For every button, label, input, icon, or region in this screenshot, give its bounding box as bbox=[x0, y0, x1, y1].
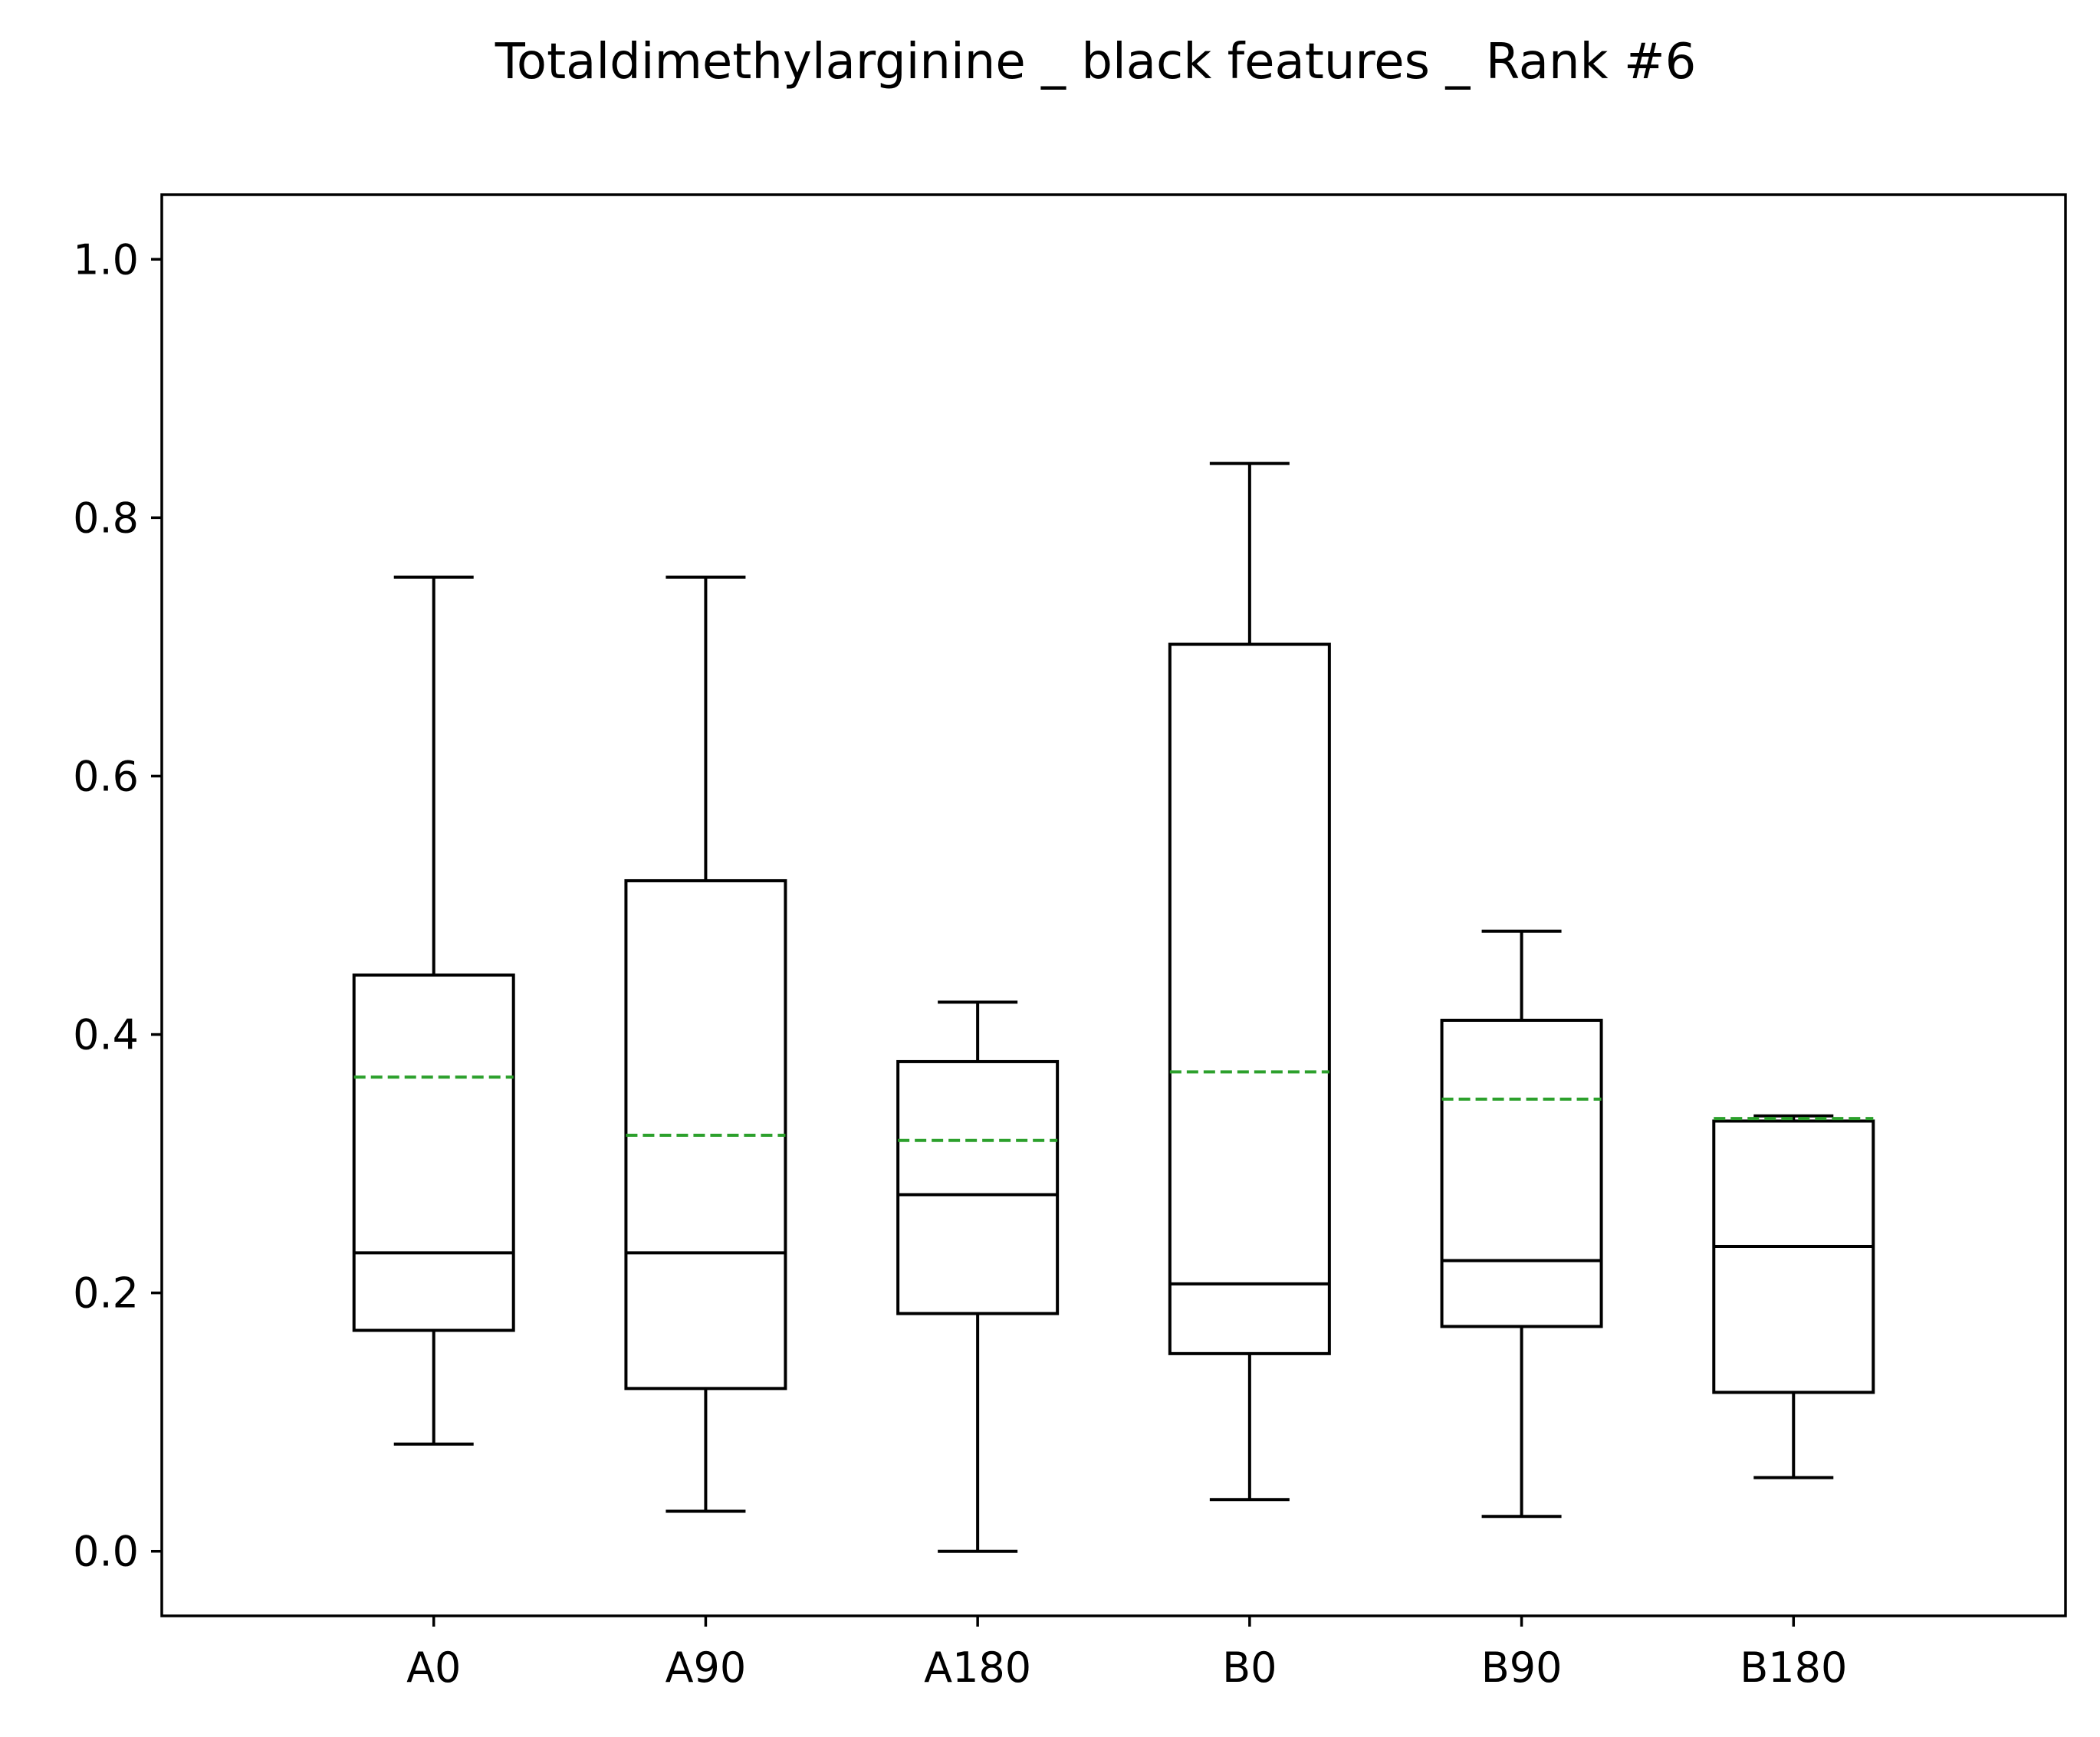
y-tick-label: 0.0 bbox=[73, 1528, 139, 1576]
x-axis: A0 A90 A180 B0 B90 B180 bbox=[406, 1616, 1847, 1692]
x-tick-label: B180 bbox=[1740, 1643, 1847, 1692]
box-iqr bbox=[1440, 1019, 1603, 1328]
y-tick-label: 0.6 bbox=[73, 752, 139, 800]
y-axis: 0.0 0.2 0.4 0.6 0.8 1.0 bbox=[73, 235, 162, 1576]
x-tick-label: A90 bbox=[665, 1643, 747, 1692]
box-A180 bbox=[896, 1000, 1060, 1553]
box-series bbox=[352, 461, 1875, 1553]
x-tick-label: A180 bbox=[924, 1643, 1031, 1692]
y-tick-label: 1.0 bbox=[73, 235, 139, 284]
y-tick-label: 0.4 bbox=[73, 1011, 139, 1059]
box-B0 bbox=[1168, 461, 1331, 1502]
box-iqr bbox=[352, 974, 515, 1332]
x-tick-label: B90 bbox=[1481, 1643, 1563, 1692]
y-tick-label: 0.2 bbox=[73, 1269, 139, 1318]
chart-title: Totaldimethylarginine _ black features _… bbox=[495, 34, 1697, 90]
x-tick-label: A0 bbox=[406, 1643, 461, 1692]
box-B180 bbox=[1712, 1114, 1875, 1479]
x-tick-label: B0 bbox=[1222, 1643, 1277, 1692]
box-A90 bbox=[624, 575, 787, 1513]
box-iqr bbox=[1168, 642, 1331, 1355]
box-B90 bbox=[1440, 929, 1603, 1519]
box-iqr bbox=[896, 1059, 1060, 1315]
box-A0 bbox=[352, 575, 515, 1446]
y-tick-label: 0.8 bbox=[73, 494, 139, 542]
box-iqr bbox=[1712, 1119, 1875, 1394]
plot-frame bbox=[160, 193, 2067, 1617]
